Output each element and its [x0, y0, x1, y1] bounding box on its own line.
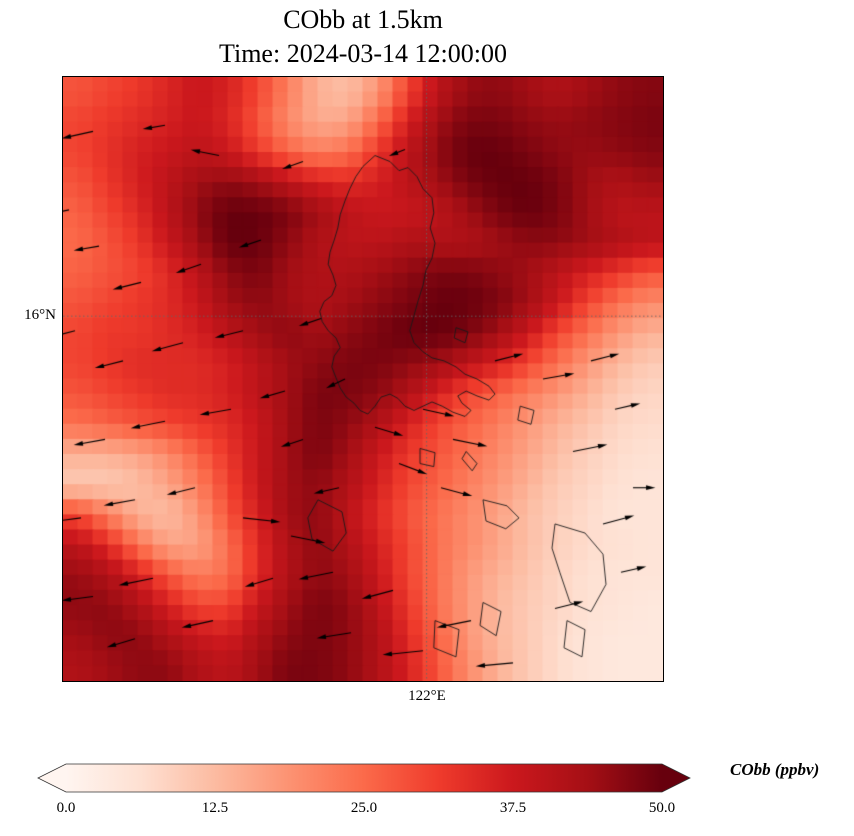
colorbar-shape: [662, 764, 690, 792]
colorbar-tick-label: 50.0: [648, 800, 676, 816]
colorbar-gradient: [37, 763, 691, 793]
colorbar-tick-label: 12.5: [201, 800, 229, 816]
plot-subtitle-time: Time: 2024-03-14 12:00:00: [219, 39, 507, 68]
x-axis-tick-label: 122°E: [408, 688, 446, 704]
plot-title: CObb at 1.5km: [283, 5, 443, 34]
colorbar-shape: [38, 764, 66, 792]
colorbar-outline: [37, 763, 691, 793]
colorbar: 0.0 12.5 25.0 37.5 50.0: [0, 758, 854, 836]
y-axis-tick-label: 16°N: [24, 307, 56, 323]
colorbar-tick-label: 25.0: [350, 800, 378, 816]
colorbar-label: CObb (ppbv): [730, 760, 820, 779]
heatmap-canvas: [63, 77, 663, 681]
colorbar-tick-label: 0.0: [56, 800, 76, 816]
map-plot-area: [62, 76, 664, 682]
colorbar-gradient-rect: [66, 764, 662, 792]
colorbar-tick-label: 37.5: [499, 800, 527, 816]
